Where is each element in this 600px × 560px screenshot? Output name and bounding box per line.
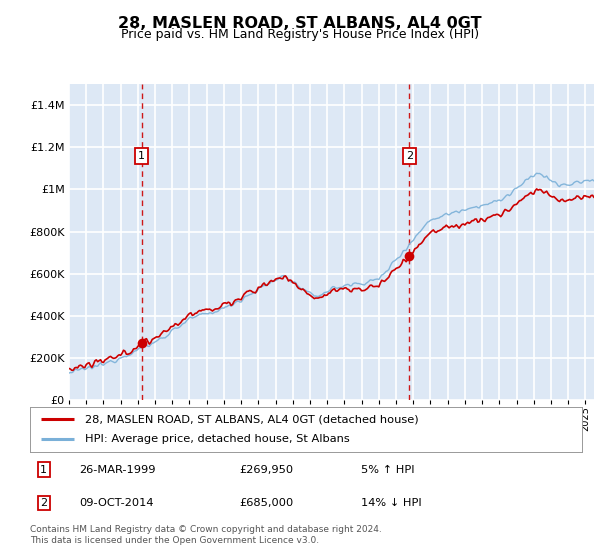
Text: Contains HM Land Registry data © Crown copyright and database right 2024.
This d: Contains HM Land Registry data © Crown c… xyxy=(30,525,382,545)
Text: 09-OCT-2014: 09-OCT-2014 xyxy=(80,498,154,508)
Text: 1: 1 xyxy=(40,465,47,475)
Text: 28, MASLEN ROAD, ST ALBANS, AL4 0GT: 28, MASLEN ROAD, ST ALBANS, AL4 0GT xyxy=(118,16,482,31)
Text: 2: 2 xyxy=(406,151,413,161)
Text: 26-MAR-1999: 26-MAR-1999 xyxy=(80,465,156,475)
Text: 2: 2 xyxy=(40,498,47,508)
Text: 5% ↑ HPI: 5% ↑ HPI xyxy=(361,465,415,475)
Text: Price paid vs. HM Land Registry's House Price Index (HPI): Price paid vs. HM Land Registry's House … xyxy=(121,28,479,41)
Text: 1: 1 xyxy=(138,151,145,161)
Text: 14% ↓ HPI: 14% ↓ HPI xyxy=(361,498,422,508)
Text: £685,000: £685,000 xyxy=(240,498,294,508)
Text: HPI: Average price, detached house, St Albans: HPI: Average price, detached house, St A… xyxy=(85,435,350,445)
Text: £269,950: £269,950 xyxy=(240,465,294,475)
Text: 28, MASLEN ROAD, ST ALBANS, AL4 0GT (detached house): 28, MASLEN ROAD, ST ALBANS, AL4 0GT (det… xyxy=(85,414,419,424)
